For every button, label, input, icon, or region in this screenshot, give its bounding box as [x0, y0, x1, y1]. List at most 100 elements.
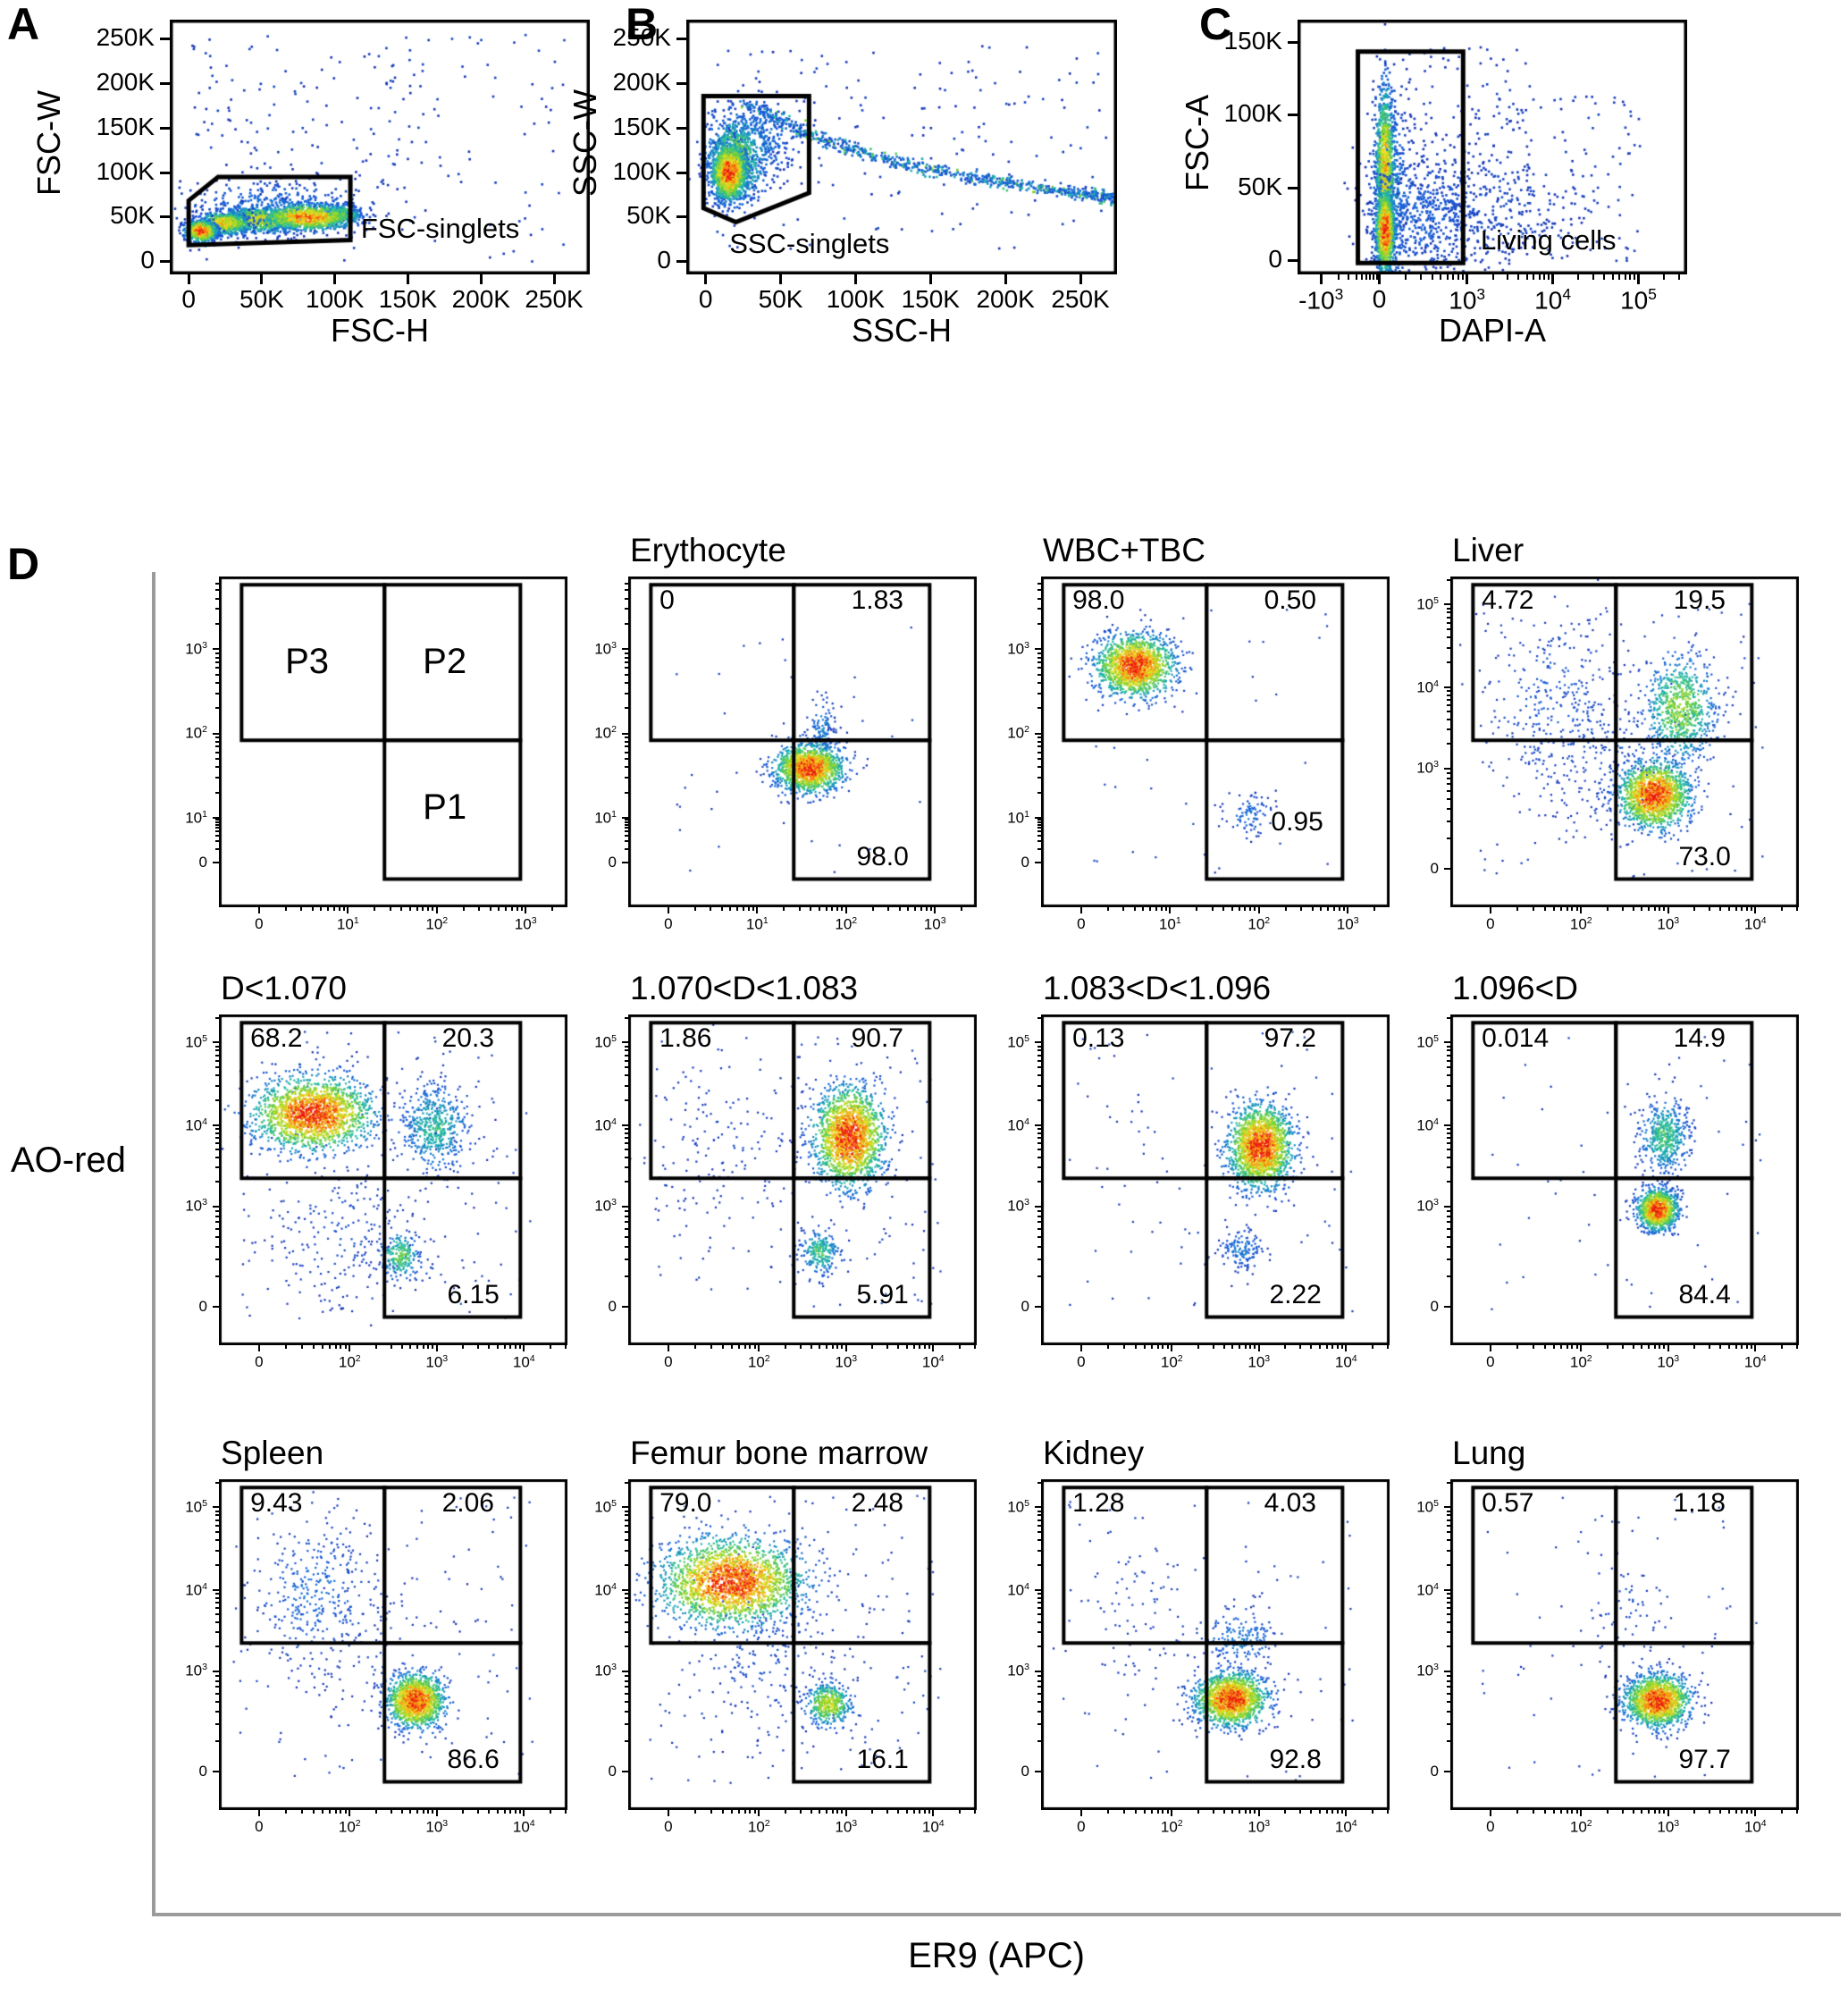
minor-tick-mark: [1447, 1049, 1450, 1052]
minor-tick-mark: [215, 692, 219, 694]
percent-p1: 73.0: [1678, 842, 1731, 871]
minor-tick-mark: [1745, 1345, 1748, 1349]
minor-tick-mark: [693, 907, 696, 911]
tick-mark: [676, 215, 686, 219]
minor-tick-mark: [1780, 1345, 1783, 1349]
minor-tick-mark: [1447, 1128, 1450, 1131]
percent-p3: 1.28: [1072, 1488, 1125, 1519]
tick-mark: [160, 126, 170, 130]
x-axis-label-fsc-h: FSC-H: [331, 312, 429, 349]
minor-tick-mark: [320, 907, 323, 911]
minor-tick-mark: [871, 907, 874, 911]
tick-label: 50K: [1238, 172, 1282, 200]
tick-label: 102: [1569, 915, 1592, 933]
percent-p1: 5.91: [856, 1280, 909, 1309]
minor-tick-mark: [1719, 1345, 1722, 1349]
tick-label: 105: [594, 1498, 617, 1516]
minor-tick-mark: [625, 656, 628, 659]
minor-tick-mark: [871, 1345, 874, 1349]
minor-tick-mark: [496, 1810, 499, 1814]
tick-mark: [622, 1588, 628, 1591]
minor-tick-mark: [409, 1810, 412, 1814]
tick-mark: [1288, 114, 1298, 117]
minor-tick-mark: [1447, 1481, 1450, 1484]
minor-tick-mark: [1331, 1345, 1334, 1349]
minor-tick-mark: [1037, 1157, 1041, 1159]
minor-tick-mark: [625, 1549, 628, 1552]
scatter-canvas: [219, 577, 567, 907]
minor-tick-mark: [1355, 274, 1357, 280]
minor-tick-mark: [1037, 1066, 1041, 1069]
minor-tick-mark: [215, 823, 219, 826]
minor-tick-mark: [1648, 1345, 1651, 1349]
minor-tick-mark: [1552, 1810, 1555, 1814]
minor-tick-mark: [973, 1345, 976, 1349]
minor-tick-mark: [1447, 1549, 1450, 1552]
minor-tick-mark: [1648, 907, 1651, 911]
tick-label: 104: [1007, 1580, 1029, 1599]
tick-label: 150K: [901, 285, 960, 313]
minor-tick-mark: [1663, 907, 1666, 911]
y-axis-label-fsc-w: FSC-W: [30, 90, 67, 196]
minor-tick-mark: [215, 1235, 219, 1238]
tick-mark: [213, 732, 219, 735]
minor-tick-mark: [215, 582, 219, 585]
minor-tick-mark: [215, 1166, 219, 1169]
minor-tick-mark: [905, 1810, 908, 1814]
tick-label: 104: [594, 1115, 617, 1134]
percent-p2: 2.06: [441, 1488, 494, 1519]
tick-mark: [676, 37, 686, 40]
scatter-canvas: [219, 1479, 567, 1810]
tick-label: 104: [512, 1353, 535, 1371]
minor-tick-mark: [1249, 907, 1252, 911]
plot-d-erythocyte: 0 101 102 103 0 101 102 103 0 1.83 98.0: [594, 577, 977, 931]
minor-tick-mark: [625, 1613, 628, 1616]
minor-tick-mark: [625, 1692, 628, 1695]
minor-tick-mark: [1331, 1810, 1334, 1814]
minor-tick-mark: [215, 1149, 219, 1151]
percent-p2: 4.03: [1264, 1488, 1316, 1519]
minor-tick-mark: [338, 907, 340, 911]
minor-tick-mark: [1156, 1345, 1159, 1349]
minor-tick-mark: [1133, 907, 1136, 911]
minor-tick-mark: [625, 1258, 628, 1260]
minor-tick-mark: [747, 907, 750, 911]
tick-mark: [160, 260, 170, 264]
plot-d-gating-template: 0 101 102 103 0 101 102 103 P3 P2 P1: [185, 577, 567, 931]
minor-tick-mark: [1571, 907, 1574, 911]
minor-tick-mark: [215, 1740, 219, 1743]
minor-tick-mark: [427, 1810, 430, 1814]
minor-tick-mark: [1037, 1686, 1041, 1688]
tick-mark: [1257, 1345, 1260, 1351]
tick-mark: [1035, 1771, 1041, 1773]
tick-label: 105: [1416, 595, 1439, 613]
tick-label: 104: [185, 1580, 207, 1599]
tick-label: 101: [1158, 915, 1181, 933]
minor-tick-mark: [958, 1810, 961, 1814]
minor-tick-mark: [496, 1345, 499, 1349]
minor-tick-mark: [215, 1686, 219, 1688]
minor-tick-mark: [215, 1531, 219, 1534]
minor-tick-mark: [1462, 274, 1465, 280]
minor-tick-mark: [1741, 907, 1743, 911]
plot-living-cells: -103 0 103 104 105 0 50K 100K 150K Living cells: [1224, 20, 1687, 313]
minor-tick-mark: [1571, 1810, 1574, 1814]
tick-label: 104: [921, 1818, 945, 1836]
minor-tick-mark: [215, 681, 219, 684]
minor-tick-mark: [301, 1345, 304, 1349]
minor-tick-mark: [1222, 907, 1225, 911]
minor-tick-mark: [285, 1810, 288, 1814]
minor-tick-mark: [344, 1810, 347, 1814]
percent-p3: 68.2: [250, 1023, 303, 1054]
minor-tick-mark: [919, 1345, 921, 1349]
tick-label: 0: [608, 1298, 617, 1316]
minor-tick-mark: [1405, 274, 1407, 280]
tick-label: 103: [185, 1662, 207, 1679]
tick-label: 103: [425, 1818, 449, 1836]
minor-tick-mark: [625, 1136, 628, 1139]
minor-tick-mark: [737, 1810, 740, 1814]
plot-d-liver: 0 102 103 104 0 103 104 105 4.72 19.5 73.0: [1416, 577, 1799, 931]
minor-tick-mark: [328, 1810, 331, 1814]
minor-tick-mark: [300, 907, 303, 911]
minor-tick-mark: [498, 907, 500, 911]
